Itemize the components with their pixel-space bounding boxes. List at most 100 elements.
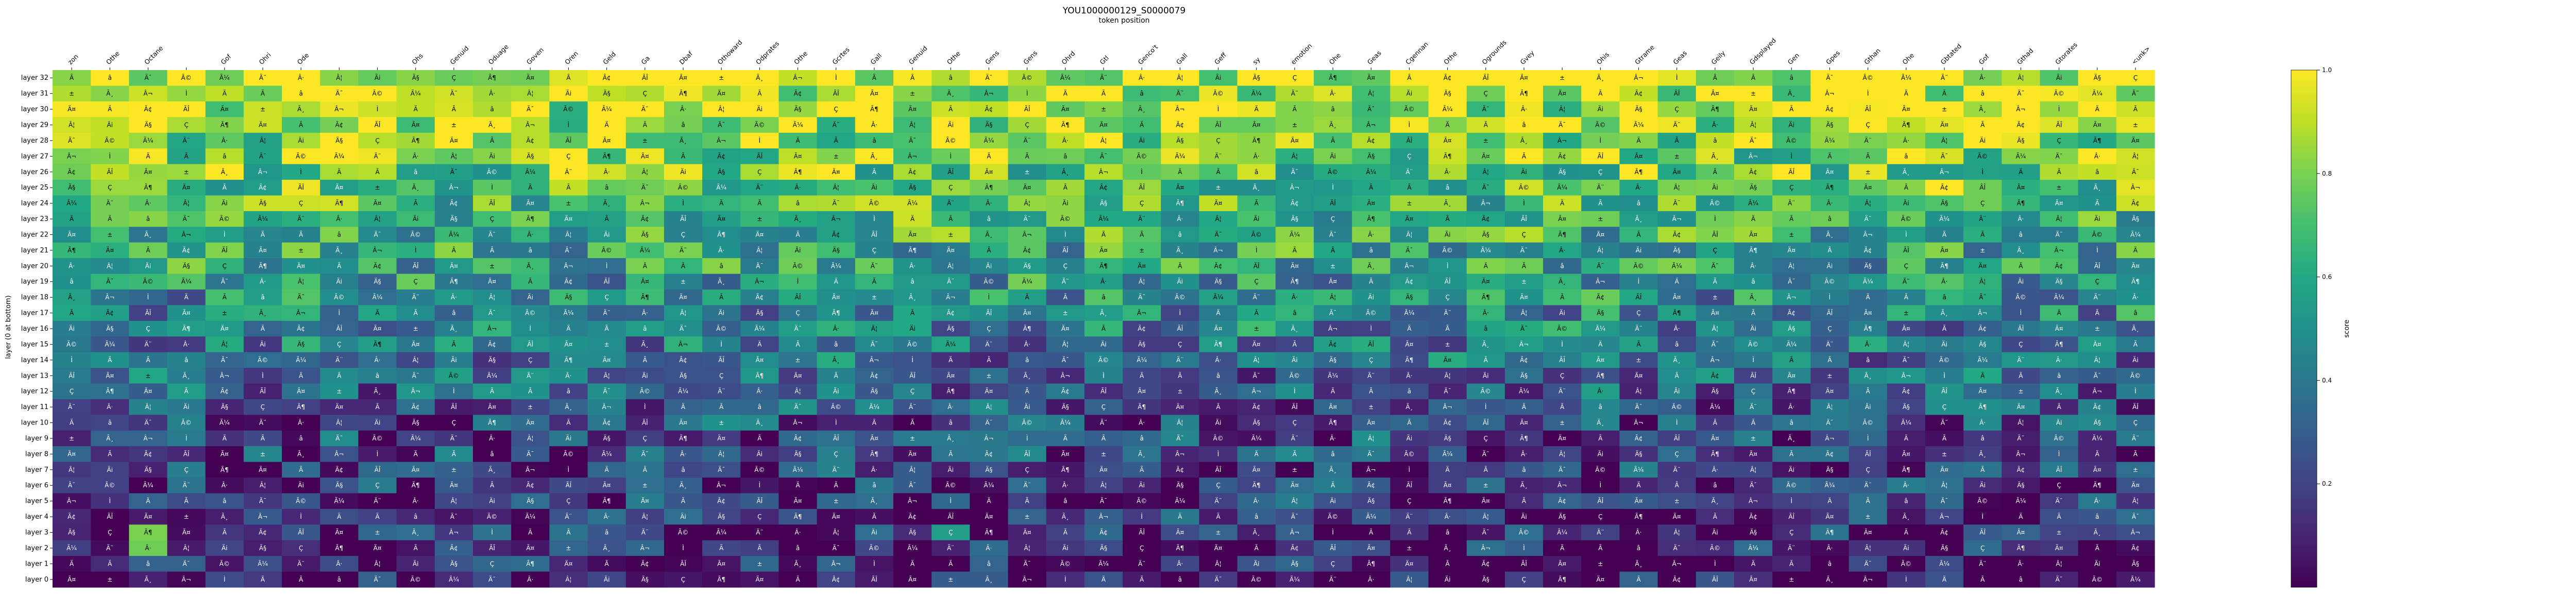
heatmap-cell bbox=[1046, 227, 1085, 243]
cell-token-label: Ã bbox=[1063, 529, 1068, 536]
heatmap-cell bbox=[358, 148, 397, 165]
cell-token-label: Ã bbox=[1942, 434, 1947, 442]
cell-token-label: Äi bbox=[2056, 74, 2062, 81]
cell-token-label: Ä bbox=[1675, 278, 1680, 285]
cell-token-label: Ã© bbox=[1786, 137, 1797, 144]
heatmap-cell bbox=[1046, 242, 1085, 259]
heatmap-cell bbox=[1428, 86, 1467, 102]
cell-token-label: Â¦ bbox=[1674, 529, 1680, 536]
cell-token-label: Â¬ bbox=[1023, 575, 1032, 583]
heatmap-cell bbox=[2078, 117, 2117, 133]
cell-token-label: Ä¯ bbox=[718, 121, 725, 128]
heatmap-cell bbox=[549, 242, 588, 259]
cell-token-label: Ä¤ bbox=[1940, 121, 1948, 128]
heatmap-cell bbox=[1161, 148, 1200, 165]
cell-token-label: Â¦ bbox=[527, 90, 533, 97]
cell-token-label: ÃÎ bbox=[1483, 419, 1489, 427]
cell-token-label: Ç bbox=[719, 372, 723, 379]
cell-token-label: Ä§ bbox=[1482, 230, 1489, 238]
heatmap-cell bbox=[2116, 70, 2155, 87]
cell-token-label: Â¦ bbox=[336, 419, 342, 427]
heatmap-cell bbox=[1275, 86, 1314, 102]
cell-token-label: Ì bbox=[1103, 371, 1105, 379]
cell-token-label: Ã¸ bbox=[297, 105, 304, 113]
heatmap-cell bbox=[1619, 132, 1658, 149]
cell-token-label: Â· bbox=[986, 199, 992, 207]
heatmap-cell bbox=[1352, 179, 1391, 196]
cell-token-label: Ä bbox=[1713, 74, 1718, 81]
heatmap-cell bbox=[129, 101, 168, 117]
heatmap-cell bbox=[931, 274, 970, 290]
cell-token-label: Ã¤ bbox=[297, 387, 305, 395]
cell-token-label: ± bbox=[795, 356, 801, 364]
cell-token-label: Ä¤ bbox=[1711, 309, 1719, 317]
heatmap-cell bbox=[1772, 179, 1811, 196]
row-label: layer 15 bbox=[21, 341, 48, 348]
heatmap-cell bbox=[778, 227, 818, 243]
cell-token-label: ± bbox=[757, 215, 762, 223]
cell-token-label: Â¬ bbox=[2093, 387, 2102, 395]
cell-token-label: Äi bbox=[1941, 340, 1947, 348]
cell-token-label: Ã¼ bbox=[2054, 293, 2064, 301]
cell-token-label: Ä bbox=[146, 152, 150, 160]
cell-token-label: Ã¸ bbox=[603, 199, 611, 207]
cell-token-label: Â¦ bbox=[1903, 340, 1909, 348]
cell-token-label: Ì bbox=[950, 497, 952, 505]
cell-token-label: Ã¢ bbox=[946, 309, 955, 317]
cell-token-label: â bbox=[796, 200, 800, 207]
heatmap-cell bbox=[1581, 274, 1620, 290]
heatmap-cell bbox=[243, 274, 282, 290]
heatmap-cell bbox=[625, 132, 665, 149]
heatmap-cell bbox=[53, 305, 91, 321]
cell-token-label: ÃÎ bbox=[1445, 278, 1451, 285]
heatmap-cell bbox=[129, 305, 168, 321]
heatmap-cell bbox=[1657, 70, 1697, 87]
cell-token-label: Ã¤ bbox=[908, 230, 917, 238]
cell-token-label: Ã¤ bbox=[1787, 371, 1795, 379]
heatmap-cell bbox=[1543, 117, 1582, 133]
cell-token-label: Ä bbox=[910, 215, 915, 223]
cell-token-label: Ä¨ bbox=[1520, 246, 1528, 254]
cell-token-label: Ä bbox=[987, 152, 991, 160]
cell-token-label: Ì bbox=[1790, 152, 1792, 160]
heatmap-cell bbox=[1084, 179, 1123, 196]
cell-token-label: Ä¤ bbox=[2055, 544, 2063, 552]
heatmap-cell bbox=[1084, 211, 1123, 227]
cell-token-label: Ã¢ bbox=[2093, 403, 2102, 411]
heatmap-cell bbox=[167, 70, 206, 87]
cell-token-label: Â· bbox=[336, 215, 342, 223]
heatmap-cell bbox=[396, 289, 435, 305]
cell-token-label: Ã¸ bbox=[1673, 356, 1681, 364]
cell-token-label: Ä¨ bbox=[565, 168, 572, 176]
heatmap-cell bbox=[1046, 211, 1085, 227]
cell-token-label: Ã¶ bbox=[335, 199, 343, 207]
cell-token-label: Ä§ bbox=[909, 183, 916, 191]
heatmap-cell bbox=[1504, 117, 1544, 133]
heatmap-cell bbox=[855, 289, 894, 305]
heatmap-cell bbox=[1657, 289, 1697, 305]
cell-token-label: ± bbox=[719, 74, 724, 81]
cell-token-label: Â¦ bbox=[107, 262, 113, 269]
cell-token-label: Ä¤ bbox=[1252, 340, 1261, 348]
heatmap-cell bbox=[1046, 86, 1085, 102]
heatmap-cell bbox=[473, 117, 512, 133]
cell-token-label: Ä§ bbox=[412, 419, 419, 427]
heatmap-cell bbox=[1925, 117, 1964, 133]
cell-token-label: Â¬ bbox=[2016, 450, 2025, 457]
cell-token-label: Â· bbox=[1445, 168, 1451, 176]
cell-token-label: Ä bbox=[337, 168, 342, 176]
cell-token-label: Ç bbox=[1522, 231, 1526, 238]
heatmap-cell bbox=[1314, 242, 1352, 259]
cell-token-label: Ä¨ bbox=[2132, 434, 2139, 442]
cell-token-label: Ä¯ bbox=[1520, 325, 1528, 332]
cell-token-label: Ã¢ bbox=[641, 215, 649, 223]
heatmap-cell bbox=[893, 242, 932, 259]
heatmap-cell bbox=[473, 305, 512, 321]
cell-token-label: Ã bbox=[910, 309, 915, 317]
cell-token-label: Ç bbox=[1255, 278, 1259, 285]
cell-token-label: Ä¯ bbox=[1826, 74, 1833, 81]
heatmap-cell bbox=[1352, 86, 1391, 102]
cell-token-label: Ç bbox=[1942, 403, 1946, 411]
cell-token-label: ± bbox=[834, 498, 839, 505]
cell-token-label: Ã¶ bbox=[832, 309, 840, 317]
